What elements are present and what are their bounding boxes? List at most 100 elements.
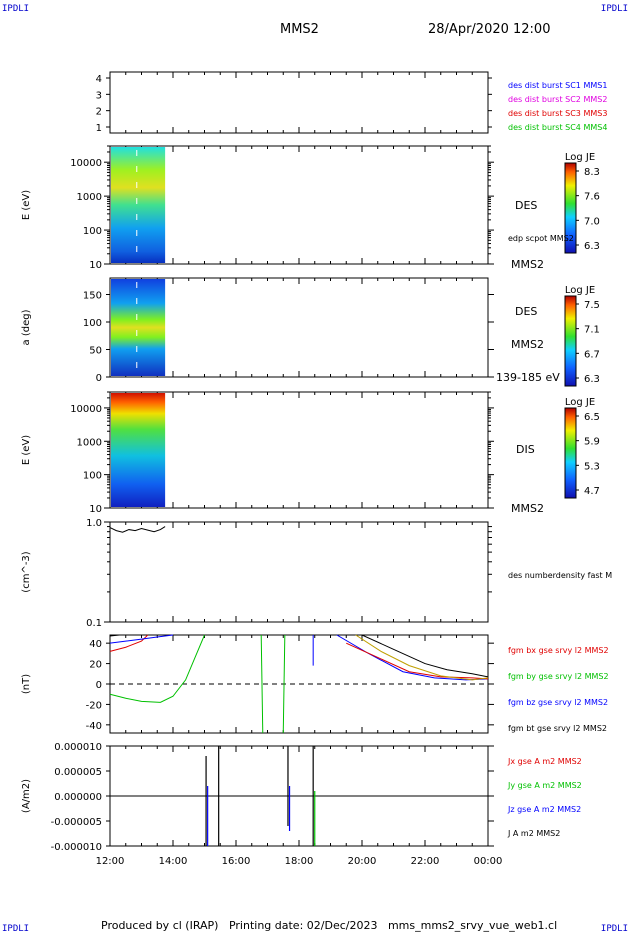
x-tick-label: 16:00 — [222, 856, 251, 867]
series-label: Jz gse A m2 MMS2 — [507, 805, 581, 814]
colorbar-tick-label: 5.3 — [584, 461, 600, 472]
y-tick-label: 4 — [96, 74, 102, 85]
colorbar-tick-label: 7.0 — [584, 216, 600, 227]
by-line-spike — [260, 634, 264, 734]
bt-line — [109, 634, 129, 637]
y-tick-label: 0.000010 — [54, 742, 102, 753]
series-label: des numberdensity fast M — [508, 571, 612, 580]
y-tick-label: 1000 — [77, 192, 102, 203]
page-title: MMS2 — [280, 22, 319, 37]
colorbar-tick-label: 8.3 — [584, 167, 600, 178]
colorbar-des-energy — [564, 162, 577, 254]
y-axis-label: E (eV) — [21, 190, 32, 220]
colorbar-tick-label: 7.6 — [584, 192, 600, 203]
y-tick-label: 1.0 — [86, 518, 102, 529]
y-tick-label: -40 — [86, 721, 102, 732]
panel-frame — [109, 521, 489, 623]
colorbar-tick-label: 6.5 — [584, 412, 600, 423]
y-tick-label: 2 — [96, 107, 102, 118]
series-label: Jx gse A m2 MMS2 — [507, 757, 582, 766]
colorbar-dis-energy — [564, 407, 577, 499]
y-tick-label: 0 — [96, 373, 102, 384]
bx-line-tail — [346, 642, 489, 680]
y-tick-label: 10000 — [70, 404, 102, 415]
y-axis-label: (cm^-3) — [21, 551, 32, 592]
corner-label-tr: IPDLI — [600, 4, 628, 14]
bt-line-tail — [361, 634, 489, 678]
by-line-tail — [355, 634, 489, 681]
colorbar-tick-label: 5.9 — [584, 437, 600, 448]
y-tick-label: 10000 — [70, 158, 102, 169]
legend-entry: des dist burst SC2 MMS2 — [508, 95, 607, 104]
des-pitch-spectrogram — [111, 279, 166, 376]
legend-entry: des dist burst SC1 MMS1 — [508, 81, 607, 90]
dis-energy-spectrogram — [111, 393, 166, 507]
colorbar-title: Log JE — [565, 285, 595, 296]
y-tick-label: -20 — [86, 700, 102, 711]
corner-label-bl: IPDLI — [2, 924, 30, 934]
y-tick-label: 150 — [83, 291, 102, 302]
x-tick-label: 20:00 — [348, 856, 377, 867]
bz-line — [109, 634, 174, 644]
series-label: fgm bx gse srvy l2 MMS2 — [508, 646, 609, 655]
y-tick-label: 10 — [89, 504, 102, 515]
y-tick-label: 40 — [89, 639, 102, 650]
panel-label: DES — [515, 305, 537, 318]
panel-frame — [109, 71, 489, 134]
y-tick-label: 0.000005 — [54, 767, 102, 778]
y-tick-label: 3 — [96, 90, 102, 101]
x-tick-label: 22:00 — [411, 856, 440, 867]
y-tick-label: 0.000000 — [54, 792, 102, 803]
x-tick-label: 00:00 — [474, 856, 503, 867]
legend-entry: des dist burst SC4 MMS4 — [508, 123, 607, 132]
panel-frame — [109, 391, 489, 509]
series-label: fgm by gse srvy l2 MMS2 — [508, 672, 609, 681]
des-energy-spectrogram — [111, 147, 166, 263]
energy-range-label: 139-185 eV — [496, 371, 560, 384]
corner-label-tl: IPDLI — [2, 4, 30, 14]
by-line-spike — [282, 634, 286, 734]
colorbar-tick-label: 7.1 — [584, 325, 600, 336]
y-tick-label: 50 — [89, 346, 102, 357]
y-axis-label: (A/m2) — [21, 779, 32, 813]
y-tick-label: 100 — [83, 318, 102, 329]
spacecraft-label: MMS2 — [511, 502, 544, 515]
density-line — [109, 526, 166, 533]
y-tick-label: 20 — [89, 660, 102, 671]
colorbar-tick-label: 4.7 — [584, 486, 600, 497]
colorbar-title: Log JE — [565, 397, 595, 408]
y-tick-label: -0.000010 — [51, 842, 102, 853]
y-axis-label: (nT) — [21, 674, 32, 694]
x-tick-label: 14:00 — [159, 856, 188, 867]
date-time: 28/Apr/2020 12:00 — [428, 22, 551, 37]
series-label: fgm bt gse srvy l2 MMS2 — [508, 724, 607, 733]
colorbar-tick-label: 7.5 — [584, 300, 600, 311]
legend-entry: des dist burst SC3 MMS3 — [508, 109, 607, 118]
series-label: Jy gse A m2 MMS2 — [507, 781, 582, 790]
y-axis-label: E (eV) — [21, 435, 32, 465]
series-label: J A m2 MMS2 — [507, 829, 560, 838]
x-tick-label: 18:00 — [285, 856, 314, 867]
panel-label: DES — [515, 199, 537, 212]
y-tick-label: 100 — [83, 471, 102, 482]
colorbar-tick-label: 6.3 — [584, 241, 600, 252]
colorbar-tick-label: 6.3 — [584, 374, 600, 385]
y-tick-label: -0.000005 — [51, 817, 102, 828]
y-tick-label: 10 — [89, 260, 102, 271]
spacecraft-label: MMS2 — [511, 338, 544, 351]
series-label: fgm bz gse srvy l2 MMS2 — [508, 698, 608, 707]
footer-text: Produced by cl (IRAP) Printing date: 02/… — [101, 919, 558, 932]
y-tick-label: 0.1 — [86, 618, 102, 629]
y-tick-label: 1000 — [77, 437, 102, 448]
panel-sublabel: edp scpot MMS2 — [508, 234, 574, 243]
y-tick-label: 0 — [96, 680, 102, 691]
spacecraft-label: MMS2 — [511, 258, 544, 271]
colorbar-tick-label: 6.7 — [584, 349, 600, 360]
y-tick-label: 100 — [83, 226, 102, 237]
y-tick-label: 1 — [96, 123, 102, 134]
bx-line — [109, 634, 149, 652]
colorbar-des-pitch — [564, 295, 577, 387]
panel-frame — [109, 145, 489, 265]
panel-label: DIS — [516, 443, 535, 456]
